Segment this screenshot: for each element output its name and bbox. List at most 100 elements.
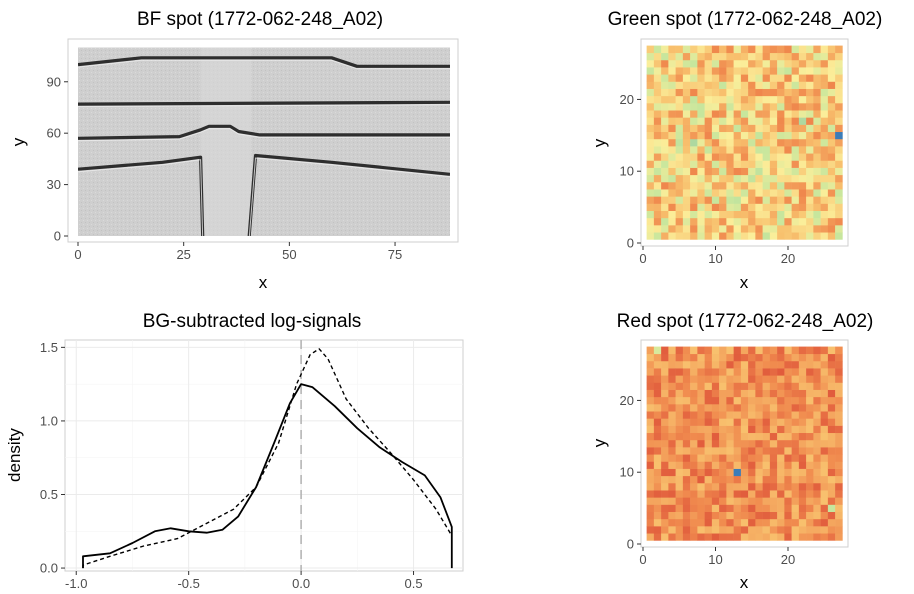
green-heatmap-cell xyxy=(646,225,655,233)
red-heatmap-cell xyxy=(646,454,655,462)
red-heatmap-cell xyxy=(697,375,705,383)
green-heatmap-cell xyxy=(733,45,742,54)
red-heatmap-cell xyxy=(806,461,814,469)
red-heatmap-cell xyxy=(748,439,756,448)
green-heatmap-cell xyxy=(704,88,713,97)
green-heatmap-cell xyxy=(798,160,807,168)
green-heatmap-cell xyxy=(719,210,727,219)
green-heatmap-cell xyxy=(813,217,821,226)
red-heatmap-cell xyxy=(762,418,771,426)
red-heatmap-cell xyxy=(784,511,792,520)
green-heatmap-cell xyxy=(719,81,727,89)
green-heatmap-cell xyxy=(777,189,785,197)
green-heatmap-cell xyxy=(748,160,756,168)
red-heatmap-cell xyxy=(835,447,843,455)
bf-channel-line xyxy=(78,124,450,140)
red-heatmap-cell xyxy=(704,360,713,369)
green-heatmap-cell xyxy=(646,210,655,219)
red-heatmap-cell xyxy=(762,447,771,455)
green-heatmap-cell xyxy=(806,117,814,125)
red-heatmap-cell xyxy=(726,526,734,534)
green-heatmap-cell xyxy=(740,167,749,176)
red-heatmap-cell xyxy=(798,346,807,355)
green-heatmap-cell xyxy=(646,95,655,104)
green-heatmap-cell xyxy=(668,117,676,125)
red-heatmap-cell xyxy=(748,404,756,412)
red-heatmap-cell xyxy=(762,504,771,512)
density-x-tick-label: -0.5 xyxy=(177,576,199,591)
green-heatmap-cell xyxy=(769,203,778,211)
red-heatmap-cell xyxy=(762,454,771,462)
red-heatmap-cell xyxy=(784,533,792,541)
green-heatmap-cell xyxy=(704,181,713,190)
red-heatmap-cell xyxy=(820,396,829,405)
red-heatmap-cell xyxy=(762,411,771,419)
red-heatmap-cell xyxy=(827,353,836,362)
red-heatmap-cell xyxy=(726,404,734,412)
red-heatmap-cell xyxy=(704,411,713,419)
red-heatmap-cell xyxy=(769,526,778,534)
green-heatmap-cell xyxy=(769,59,778,68)
green-heatmap-cell xyxy=(740,146,749,154)
green-heatmap-cell xyxy=(726,210,734,219)
green-heatmap-cell xyxy=(806,74,814,82)
red-heatmap-cell xyxy=(777,447,785,455)
red-heatmap-cell xyxy=(806,389,814,398)
red-heatmap-cell xyxy=(762,375,771,383)
red-heatmap-cell xyxy=(704,497,713,505)
green-heatmap-cell xyxy=(711,174,720,183)
green-heatmap-cell xyxy=(755,59,763,68)
red-heatmap-cell xyxy=(697,346,705,355)
green-heatmap-cell xyxy=(675,81,684,89)
red-heatmap-cell xyxy=(668,447,676,455)
green-heatmap-cell xyxy=(711,225,720,233)
red-heatmap-cell xyxy=(777,490,785,498)
red-heatmap-cell xyxy=(711,375,720,383)
green-heatmap-cell xyxy=(791,217,800,226)
red-heatmap-cell xyxy=(661,425,669,434)
green-heatmap-cell xyxy=(784,196,792,204)
red-heatmap-cell xyxy=(653,468,662,477)
red-heatmap-cell xyxy=(748,511,756,520)
red-heatmap-cell xyxy=(835,468,843,477)
red-heatmap-cell xyxy=(740,439,749,448)
red-heatmap-cell xyxy=(791,360,800,369)
green-heatmap-cell xyxy=(646,153,655,161)
green-heatmap-cell xyxy=(719,138,727,147)
red-heatmap-cell xyxy=(806,411,814,419)
red-heatmap-cell xyxy=(813,404,821,412)
green-heatmap-cell xyxy=(726,138,734,147)
red-heatmap-cell xyxy=(697,461,705,469)
red-heatmap-cell xyxy=(653,396,662,405)
green-heatmap-cell xyxy=(682,153,691,161)
green-heatmap-cell xyxy=(682,181,691,190)
red-heatmap-cell xyxy=(719,447,727,455)
green-heatmap-cell xyxy=(661,174,669,183)
red-heatmap-cell xyxy=(813,425,821,434)
red-heatmap-cell xyxy=(769,447,778,455)
green-heatmap-cell xyxy=(653,131,662,140)
green-heatmap-cell xyxy=(711,167,720,176)
red-xlabel: x xyxy=(740,573,749,592)
red-heatmap-cell xyxy=(835,526,843,534)
green-heatmap-cell xyxy=(668,174,676,183)
green-heatmap-cell xyxy=(791,74,800,82)
red-heatmap-cell xyxy=(762,396,771,405)
red-heatmap-cell xyxy=(806,490,814,498)
red-heatmap-cell xyxy=(820,454,829,462)
green-heatmap-cell xyxy=(697,138,705,147)
density-series-solid xyxy=(82,383,453,569)
red-heatmap-cell xyxy=(726,490,734,498)
green-heatmap-cell xyxy=(726,67,734,75)
green-heatmap-cell xyxy=(682,88,691,97)
green-heatmap-cell xyxy=(769,81,778,89)
red-heatmap-cell xyxy=(733,490,742,498)
red-heatmap-cell xyxy=(755,382,763,390)
green-heatmap-cell xyxy=(806,124,814,133)
red-heatmap-cell xyxy=(661,461,669,469)
green-heatmap-cell xyxy=(755,203,763,211)
green-heatmap-cell xyxy=(697,124,705,133)
red-heatmap-cell xyxy=(653,432,662,441)
red-heatmap-cell xyxy=(690,404,698,412)
green-heatmap-cell xyxy=(813,124,821,133)
